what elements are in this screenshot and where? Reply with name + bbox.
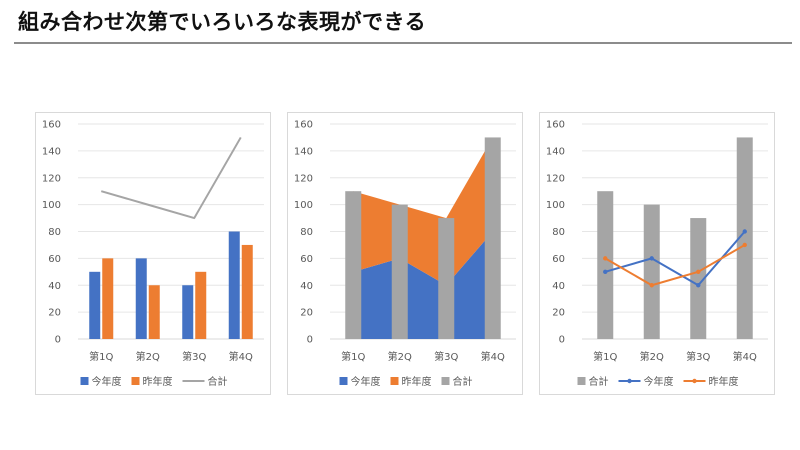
x-tick-label: 第2Q	[388, 350, 412, 363]
area-last-year	[353, 137, 493, 286]
legend-label-this-year: 今年度	[644, 375, 674, 388]
legend-label-this-year: 今年度	[92, 375, 122, 388]
y-tick-label: 20	[552, 308, 565, 319]
title-divider	[14, 42, 792, 44]
bar-total	[391, 204, 408, 339]
y-tick-label: 120	[42, 173, 61, 184]
legend-key-last-year	[390, 377, 399, 385]
point-last-year	[696, 269, 701, 275]
x-tick-label: 第1Q	[89, 350, 113, 363]
y-tick-label: 80	[48, 227, 61, 238]
x-tick-label: 第3Q	[434, 350, 458, 363]
line-total	[100, 136, 242, 220]
point-this-year	[649, 256, 654, 261]
y-tick-label: 140	[42, 146, 61, 157]
y-tick-label: 20	[48, 308, 61, 319]
bar-total	[736, 137, 753, 339]
chart1-svg: 0 20 40 60 80 100 120 140 160 第1Q 第2Q 第3Q 第4Q 今年度 昨年度 合…	[42, 120, 264, 388]
y-tick-label: 100	[546, 200, 565, 211]
y-tick-label: 160	[294, 120, 313, 131]
legend-label-total: 合計	[589, 375, 609, 388]
x-tick-label: 第4Q	[733, 350, 757, 363]
chart2-svg: 0 20 40 60 80 100 120 140 160 第1Q 第2Q 第3Q 第4Q 今年度 昨年度 合…	[294, 120, 516, 388]
bar-this-year	[228, 231, 240, 339]
y-tick-label: 40	[48, 281, 61, 292]
legend-label-last-year: 昨年度	[402, 375, 432, 388]
bar-total	[690, 218, 707, 339]
legend-key-total	[577, 377, 586, 385]
bar-last-year	[148, 285, 160, 339]
x-tick-label: 第3Q	[686, 350, 710, 363]
y-tick-label: 40	[552, 281, 565, 292]
legend-marker-last-year	[692, 378, 697, 384]
x-tick-label: 第1Q	[593, 350, 617, 363]
y-tick-label: 60	[300, 254, 313, 265]
line-last-year	[604, 244, 746, 287]
bar-last-year	[195, 271, 207, 339]
legend-label-this-year: 今年度	[351, 375, 381, 388]
legend-key-last-year	[131, 377, 140, 385]
bar-last-year	[102, 258, 114, 339]
y-tick-label: 120	[546, 173, 565, 184]
bar-this-year	[135, 258, 147, 339]
y-tick-label: 20	[300, 308, 313, 319]
bar-last-year	[241, 244, 253, 339]
y-tick-label: 160	[546, 120, 565, 131]
legend-key-total	[441, 377, 450, 385]
y-tick-label: 40	[300, 281, 313, 292]
page-title: 組み合わせ次第でいろいろな表現ができる	[18, 10, 427, 34]
bar-total	[484, 137, 501, 339]
y-tick-label: 0	[55, 335, 61, 346]
point-this-year	[742, 229, 747, 234]
y-tick-label: 140	[546, 146, 565, 157]
point-last-year	[742, 242, 747, 248]
y-tick-label: 80	[552, 227, 565, 238]
chart3-svg: 0 20 40 60 80 100 120 140 160 第1Q 第2Q 第3Q 第4Q 合計 今年度 昨年…	[546, 120, 768, 388]
y-tick-label: 120	[294, 173, 313, 184]
y-tick-label: 160	[42, 120, 61, 131]
y-tick-label: 80	[300, 227, 313, 238]
bar-total	[597, 191, 614, 339]
legend-key-this-year	[80, 377, 89, 385]
point-this-year	[696, 283, 701, 288]
legend-label-last-year: 昨年度	[709, 375, 739, 388]
x-tick-label: 第4Q	[481, 350, 505, 363]
x-tick-label: 第1Q	[341, 350, 365, 363]
bar-total	[345, 191, 362, 339]
legend-marker-this-year	[627, 378, 632, 384]
chart-total-bars-with-lines: 0 20 40 60 80 100 120 140 160 第1Q 第2Q 第3Q 第4Q 合計 今年度 昨年…	[539, 112, 775, 395]
bar-this-year	[89, 271, 101, 339]
x-tick-label: 第2Q	[640, 350, 664, 363]
bar-total	[643, 204, 660, 339]
y-tick-label: 60	[48, 254, 61, 265]
legend-label-last-year: 昨年度	[143, 375, 173, 388]
y-tick-label: 100	[42, 200, 61, 211]
x-tick-label: 第4Q	[229, 350, 253, 363]
legend-label-total: 合計	[453, 375, 473, 388]
legend-key-this-year	[339, 377, 348, 385]
bar-total	[438, 218, 455, 339]
x-tick-label: 第2Q	[136, 350, 160, 363]
legend-label-total: 合計	[208, 375, 228, 388]
y-tick-label: 0	[559, 335, 565, 346]
x-tick-label: 第3Q	[182, 350, 206, 363]
chart-bars-with-total-line: 0 20 40 60 80 100 120 140 160 第1Q 第2Q 第3Q 第4Q 今年度 昨年度 合…	[35, 112, 271, 395]
point-this-year	[603, 269, 608, 275]
y-tick-label: 100	[294, 200, 313, 211]
y-tick-label: 0	[307, 335, 313, 346]
y-tick-label: 140	[294, 146, 313, 157]
point-last-year	[649, 283, 654, 288]
chart-area-with-total-bars: 0 20 40 60 80 100 120 140 160 第1Q 第2Q 第3Q 第4Q 今年度 昨年度 合…	[287, 112, 523, 395]
bar-this-year	[182, 285, 194, 339]
point-last-year	[603, 256, 608, 261]
area-this-year	[353, 231, 493, 339]
y-tick-label: 60	[552, 254, 565, 265]
